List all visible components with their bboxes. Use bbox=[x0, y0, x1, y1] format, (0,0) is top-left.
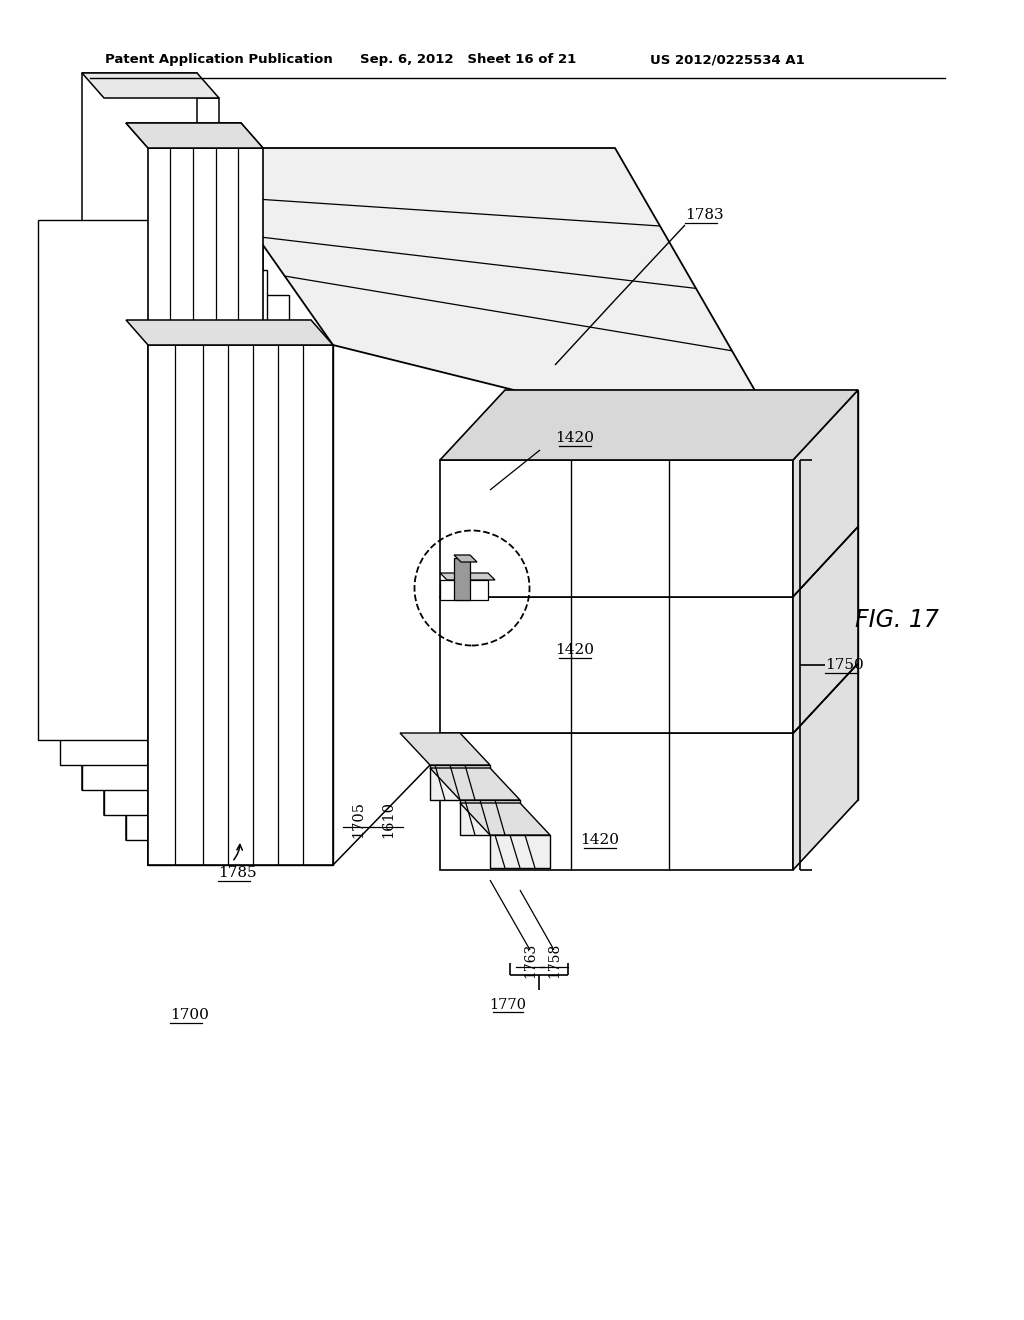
Text: 1700: 1700 bbox=[170, 1008, 209, 1022]
Polygon shape bbox=[82, 73, 197, 789]
Text: 1420: 1420 bbox=[555, 432, 595, 445]
Text: 1750: 1750 bbox=[825, 657, 864, 672]
Text: 1420: 1420 bbox=[555, 643, 595, 657]
Polygon shape bbox=[148, 345, 333, 865]
Polygon shape bbox=[126, 319, 333, 345]
Polygon shape bbox=[440, 597, 793, 734]
Polygon shape bbox=[454, 558, 470, 601]
Text: 1610: 1610 bbox=[381, 801, 395, 838]
Polygon shape bbox=[148, 148, 263, 865]
Polygon shape bbox=[148, 345, 333, 865]
Text: 1763: 1763 bbox=[523, 942, 537, 978]
Text: FIG. 17: FIG. 17 bbox=[855, 609, 939, 632]
Text: Sep. 6, 2012   Sheet 16 of 21: Sep. 6, 2012 Sheet 16 of 21 bbox=[360, 54, 577, 66]
Polygon shape bbox=[82, 271, 267, 789]
Polygon shape bbox=[440, 734, 793, 870]
Polygon shape bbox=[440, 573, 495, 579]
Polygon shape bbox=[440, 459, 793, 597]
Text: 1758: 1758 bbox=[547, 942, 561, 978]
Polygon shape bbox=[430, 766, 490, 800]
Text: 1783: 1783 bbox=[685, 209, 724, 222]
Polygon shape bbox=[195, 148, 795, 459]
Polygon shape bbox=[126, 123, 263, 148]
Polygon shape bbox=[104, 98, 219, 814]
Polygon shape bbox=[126, 123, 263, 148]
Polygon shape bbox=[440, 389, 858, 459]
Text: 1705: 1705 bbox=[351, 801, 365, 838]
Polygon shape bbox=[82, 73, 219, 98]
Polygon shape bbox=[490, 836, 550, 869]
Polygon shape bbox=[400, 733, 490, 766]
Polygon shape bbox=[126, 123, 241, 840]
Polygon shape bbox=[38, 220, 223, 741]
Text: US 2012/0225534 A1: US 2012/0225534 A1 bbox=[650, 54, 805, 66]
Text: 1785: 1785 bbox=[218, 866, 257, 880]
Text: 1770: 1770 bbox=[489, 998, 526, 1012]
Polygon shape bbox=[454, 554, 477, 562]
Polygon shape bbox=[60, 246, 245, 766]
Polygon shape bbox=[104, 294, 289, 814]
Polygon shape bbox=[148, 148, 263, 865]
Polygon shape bbox=[126, 319, 311, 840]
Polygon shape bbox=[460, 803, 550, 836]
Polygon shape bbox=[430, 768, 520, 800]
Text: 1420: 1420 bbox=[581, 833, 620, 847]
Polygon shape bbox=[793, 664, 858, 870]
Polygon shape bbox=[460, 800, 520, 836]
Polygon shape bbox=[793, 527, 858, 734]
Polygon shape bbox=[440, 579, 488, 601]
Text: Patent Application Publication: Patent Application Publication bbox=[105, 54, 333, 66]
Polygon shape bbox=[793, 389, 858, 597]
